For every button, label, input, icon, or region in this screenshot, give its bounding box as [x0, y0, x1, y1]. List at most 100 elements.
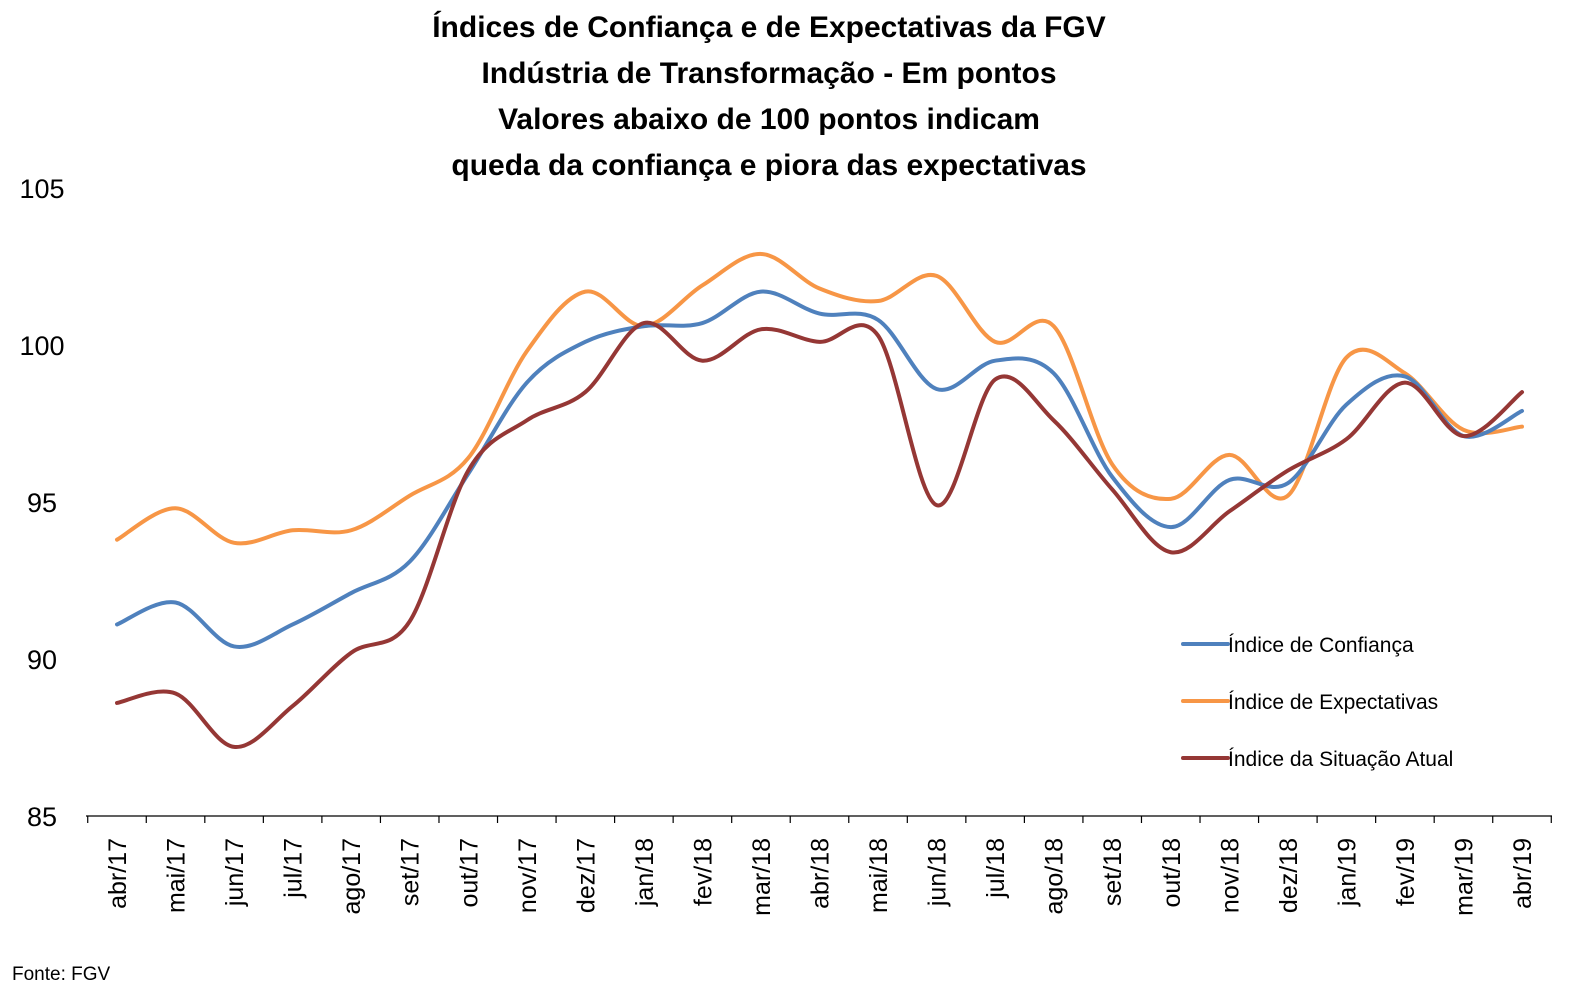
series-line — [115, 251, 1524, 546]
series-point — [1169, 497, 1173, 501]
y-tick-label: 85 — [27, 802, 57, 832]
series-point — [1227, 478, 1231, 482]
series-point — [583, 340, 587, 344]
y-tick-label: 105 — [19, 174, 64, 204]
series-point — [759, 327, 763, 331]
x-tick-label: jun/18 — [924, 838, 952, 907]
legend-label: Índice da Situação Atual — [1228, 748, 1453, 771]
legend-item: Índice de Expectativas — [1181, 691, 1438, 714]
x-tick-label: set/17 — [397, 838, 425, 906]
series-point — [232, 644, 236, 648]
source-note: Fonte: FGV — [12, 964, 111, 985]
x-tick-label: fev/19 — [1392, 838, 1420, 906]
series-point — [1520, 409, 1524, 413]
series-point — [642, 321, 646, 325]
y-axis: 105 100 95 90 85 — [19, 174, 64, 832]
series-point — [115, 701, 119, 705]
series-1 — [115, 289, 1524, 649]
x-tick-label: mar/19 — [1450, 838, 1478, 916]
series-point — [700, 359, 704, 363]
series-point — [1286, 481, 1290, 485]
y-tick-label: 90 — [27, 645, 57, 675]
legend: Índice de Confiança Índice de Expectativa… — [1181, 634, 1453, 771]
series-point — [291, 704, 295, 708]
series-point — [1520, 390, 1524, 394]
chart-title-line-4: queda da confiança e piora das expectati… — [451, 149, 1086, 182]
x-tick-label: nov/17 — [514, 838, 542, 913]
series-point — [993, 359, 997, 363]
series-point — [700, 283, 704, 287]
x-tick-label: ago/18 — [1041, 838, 1069, 914]
series-2 — [115, 251, 1524, 546]
x-tick-label: abr/18 — [807, 838, 835, 909]
series-point — [1461, 428, 1465, 432]
series-point — [935, 274, 939, 278]
series-point — [1403, 374, 1407, 378]
series-point — [1227, 509, 1231, 513]
x-tick-label: dez/17 — [572, 838, 600, 913]
x-tick-label: jun/17 — [221, 838, 249, 907]
series-layer — [115, 251, 1524, 749]
legend-label: Índice de Confiança — [1228, 634, 1414, 657]
x-tick-label: nov/18 — [1216, 838, 1244, 913]
series-point — [1110, 462, 1114, 466]
series-point — [759, 252, 763, 256]
series-point — [1110, 487, 1114, 491]
series-point — [935, 387, 939, 391]
series-point — [583, 390, 587, 394]
series-point — [525, 381, 529, 385]
series-point — [349, 651, 353, 655]
series-point — [1052, 324, 1056, 328]
chart-title: Índices de Confiança e de Expectativas d… — [432, 10, 1106, 182]
series-point — [408, 619, 412, 623]
series-point — [1110, 475, 1114, 479]
series-point — [115, 538, 119, 542]
x-tick-label: jan/18 — [631, 838, 659, 907]
series-point — [1052, 371, 1056, 375]
series-point — [818, 312, 822, 316]
x-tick-label: fev/18 — [689, 838, 717, 906]
series-line — [115, 320, 1524, 749]
series-point — [818, 340, 822, 344]
x-tick-label: ago/17 — [338, 838, 366, 914]
series-point — [1286, 469, 1290, 473]
series-point — [466, 456, 470, 460]
series-point — [174, 692, 178, 696]
series-point — [408, 560, 412, 564]
series-point — [525, 349, 529, 353]
x-tick-label: set/18 — [1099, 838, 1127, 906]
series-point — [876, 334, 880, 338]
series-point — [466, 469, 470, 473]
legend-item: Índice de Confiança — [1181, 634, 1414, 657]
series-point — [174, 600, 178, 604]
x-tick-label: dez/18 — [1275, 838, 1303, 913]
series-point — [1344, 356, 1348, 360]
series-point — [1344, 437, 1348, 441]
series-point — [1227, 453, 1231, 457]
x-tick-label: out/18 — [1158, 838, 1186, 908]
x-tick-label: mai/17 — [163, 838, 191, 913]
series-point — [759, 290, 763, 294]
series-point — [1403, 381, 1407, 385]
x-tick-label: jan/19 — [1333, 838, 1361, 907]
series-point — [1344, 403, 1348, 407]
legend-label: Índice de Expectativas — [1228, 691, 1438, 714]
x-axis: abr/17 mai/17 jun/17 jul/17 ago/17 set/17 out/… — [86, 815, 1552, 916]
series-point — [818, 286, 822, 290]
series-line — [115, 289, 1524, 649]
x-tick-label: abr/19 — [1509, 838, 1537, 909]
series-point — [1461, 434, 1465, 438]
series-point — [876, 299, 880, 303]
series-point — [232, 541, 236, 545]
series-point — [700, 321, 704, 325]
y-tick-label: 95 — [27, 488, 57, 518]
series-point — [408, 494, 412, 498]
series-point — [876, 318, 880, 322]
chart-title-line-2: Indústria de Transformação - Em pontos — [481, 57, 1056, 90]
series-point — [115, 622, 119, 626]
series-point — [232, 745, 236, 749]
series-point — [1520, 425, 1524, 429]
series-3 — [115, 320, 1524, 749]
series-point — [935, 503, 939, 507]
